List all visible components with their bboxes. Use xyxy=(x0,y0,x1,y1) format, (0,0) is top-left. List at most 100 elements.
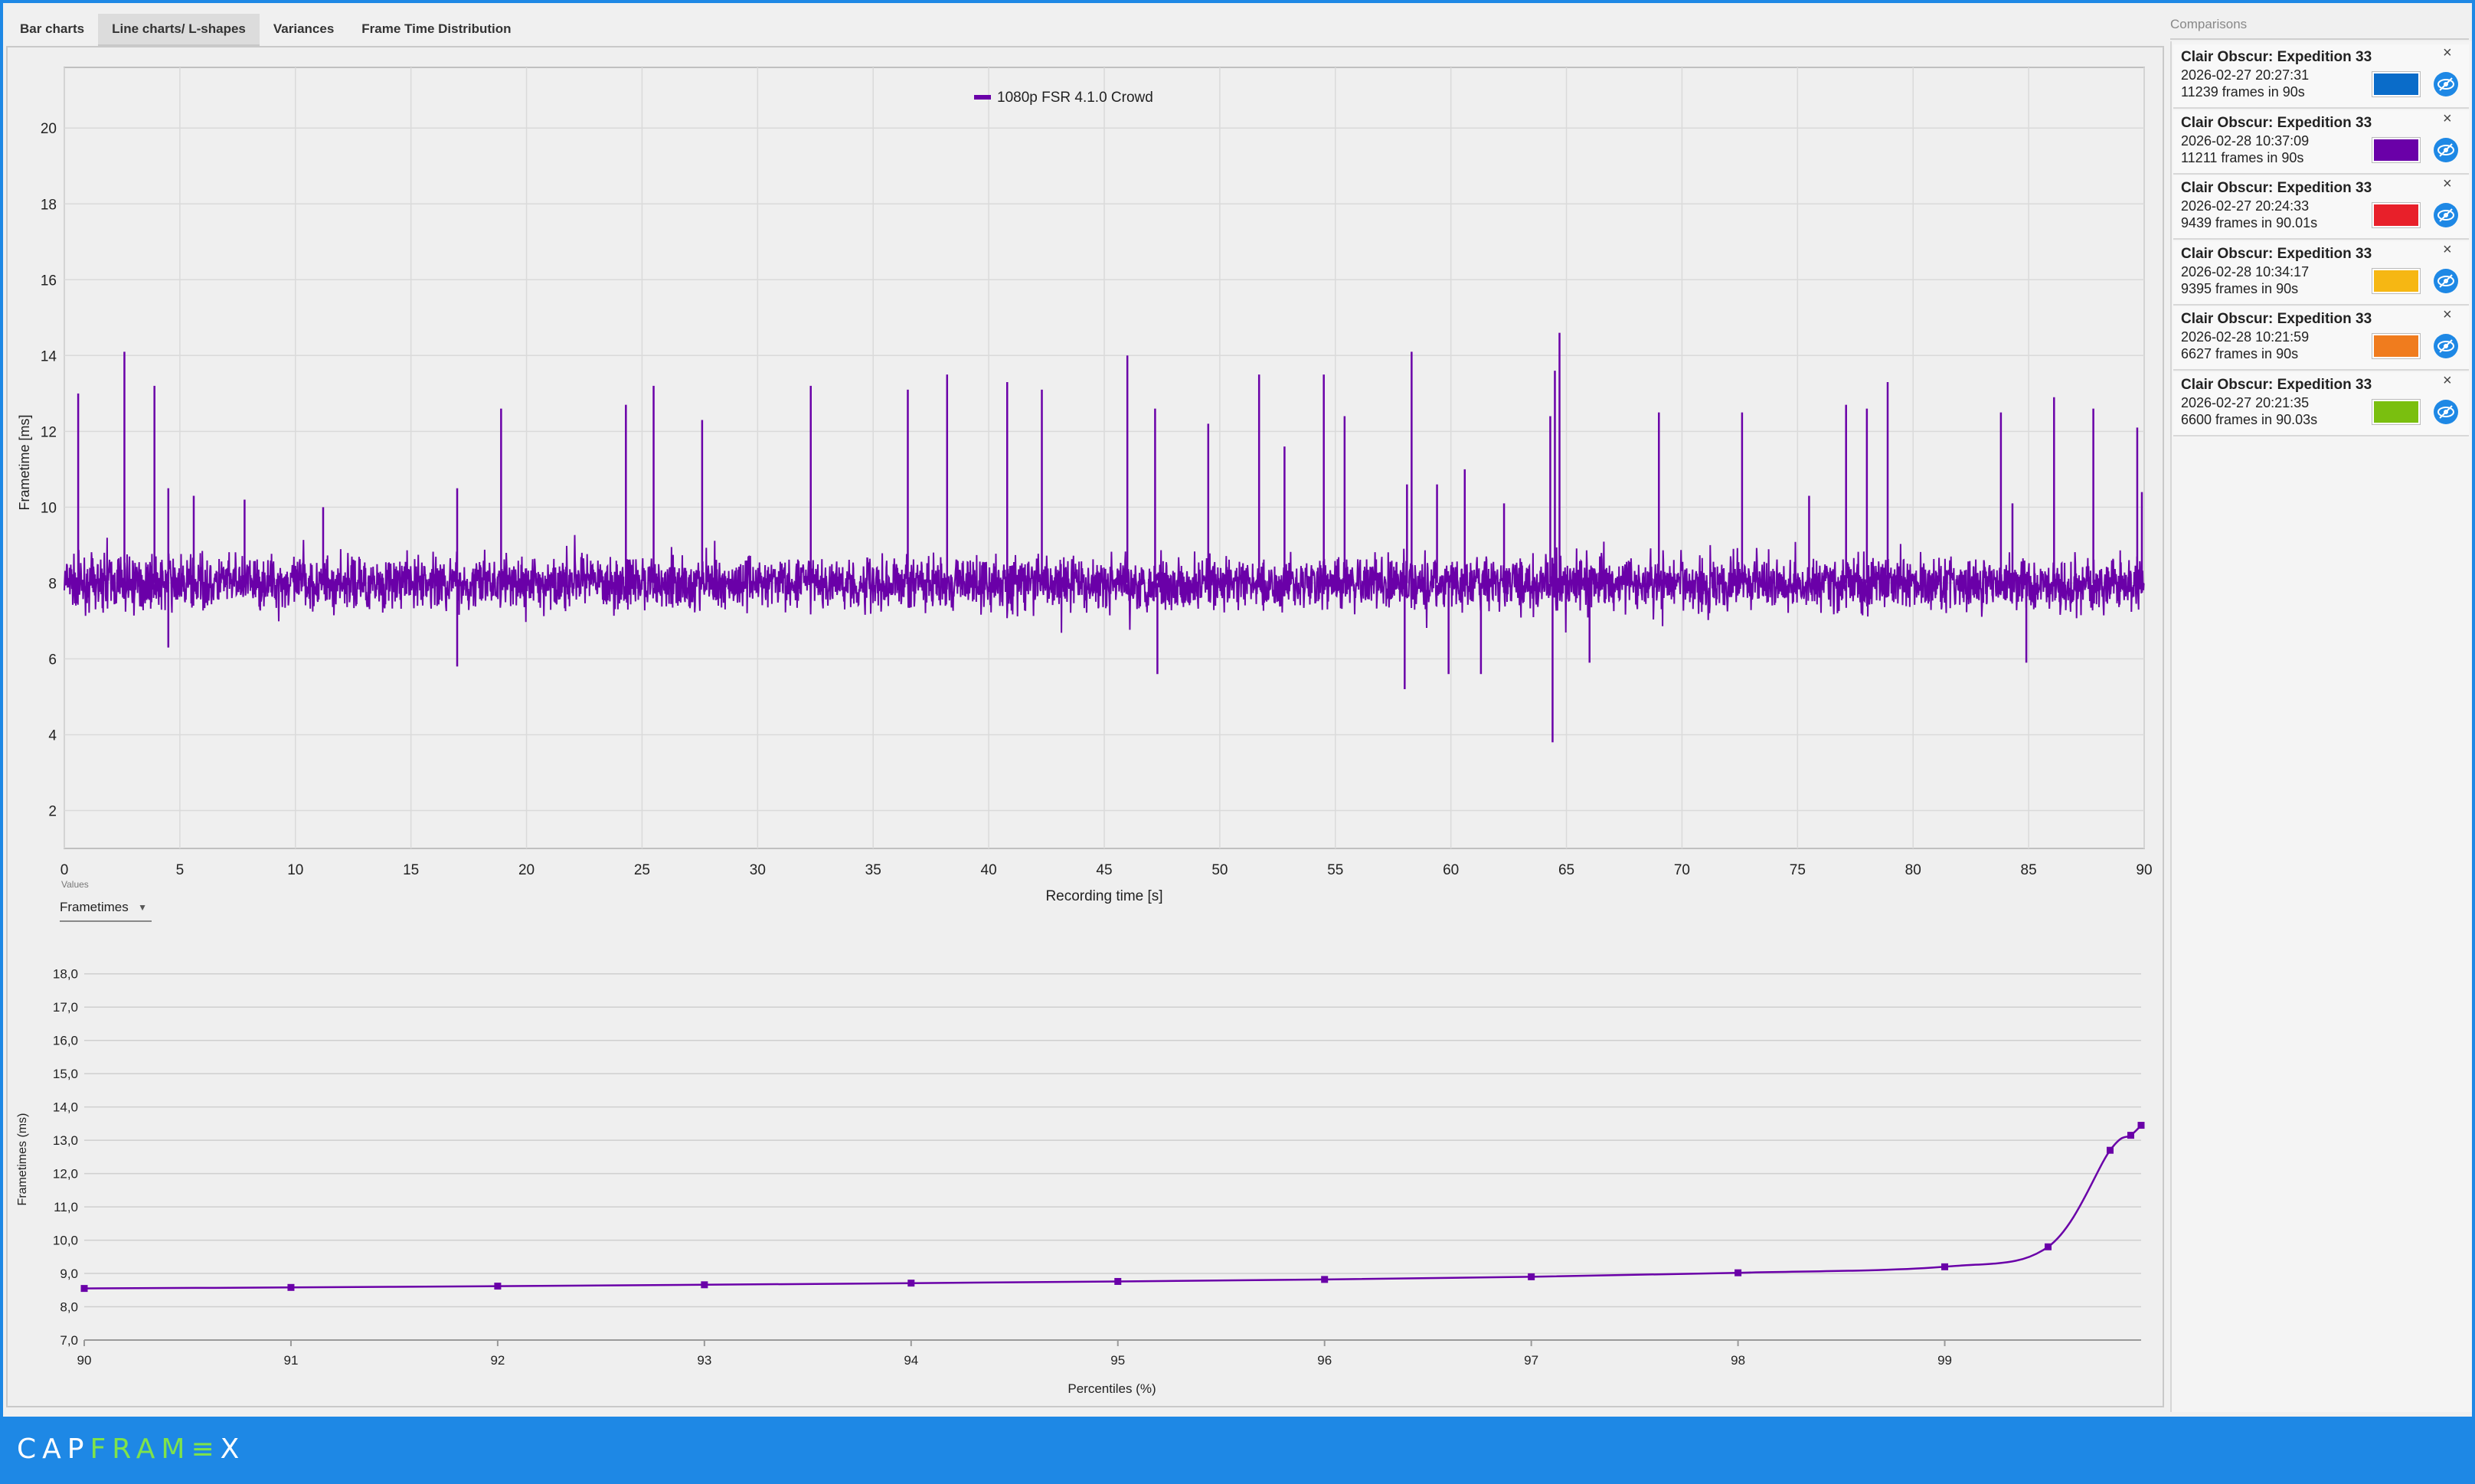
data-point xyxy=(1114,1277,1122,1285)
tab-frame-time-distribution[interactable]: Frame Time Distribution xyxy=(361,21,512,36)
comparison-game: Clair Obscur: Expedition 33 xyxy=(2181,376,2372,393)
x-tick-label: 25 xyxy=(634,862,650,878)
y-tick-label: 4 xyxy=(48,727,57,744)
x-tick-label: 5 xyxy=(176,862,185,878)
comparison-frames: 11239 frames in 90s xyxy=(2181,84,2305,100)
y-tick-label: 7,0 xyxy=(60,1333,78,1348)
capframex-logo: CAPFRAM≡X xyxy=(17,1433,245,1465)
comparison-frames: 11211 frames in 90s xyxy=(2181,149,2304,165)
eye-icon[interactable] xyxy=(2434,72,2458,96)
x-axis-label: Recording time [s] xyxy=(1045,888,1162,904)
x-tick-label: 70 xyxy=(1674,862,1690,878)
y-tick-label: 8 xyxy=(48,576,57,592)
comparison-card[interactable]: Clair Obscur: Expedition 33 2026-02-27 20… xyxy=(2173,175,2469,240)
y-tick-label: 8,0 xyxy=(60,1300,78,1315)
y-tick-label: 14 xyxy=(41,348,57,364)
eye-icon[interactable] xyxy=(2434,137,2458,162)
y-tick-label: 18,0 xyxy=(53,967,78,982)
x-tick-labels: 90 91 92 93 94 95 96 97 98 99 xyxy=(77,1340,1952,1368)
eye-icon[interactable] xyxy=(2434,399,2458,424)
tab-variances[interactable]: Variances xyxy=(273,21,335,36)
logo-text: X xyxy=(220,1433,246,1465)
x-tick-label: 65 xyxy=(1558,862,1574,878)
eye-icon[interactable] xyxy=(2434,334,2458,358)
x-tick-label: 91 xyxy=(283,1353,298,1368)
x-tick-labels: 0 5 10 15 20 25 30 35 40 45 50 55 60 65 70 75 80 85 90 xyxy=(60,862,2152,878)
logo-text: CAP xyxy=(17,1433,90,1465)
data-point xyxy=(2137,1122,2145,1129)
color-swatch[interactable] xyxy=(2372,267,2421,294)
x-tick-label: 85 xyxy=(2021,862,2037,878)
color-swatch[interactable] xyxy=(2372,136,2421,163)
comparison-card[interactable]: Clair Obscur: Expedition 33 2026-02-27 20… xyxy=(2173,371,2469,436)
window-top-border xyxy=(0,0,2475,3)
data-point xyxy=(2107,1146,2114,1154)
comparison-date: 2026-02-27 20:21:35 xyxy=(2181,394,2310,410)
series-points xyxy=(80,1122,2145,1293)
data-point xyxy=(907,1280,915,1287)
comparison-frames: 6627 frames in 90s xyxy=(2181,346,2299,361)
x-tick-label: 55 xyxy=(1327,862,1343,878)
legend: 1080p FSR 4.1.0 Crowd xyxy=(974,90,1153,106)
chart-tabs: Bar charts Line charts/ L-shapes Varianc… xyxy=(6,14,525,46)
tab-line-charts[interactable]: Line charts/ L-shapes xyxy=(98,14,260,46)
x-tick-label: 90 xyxy=(2136,862,2152,878)
y-tick-label: 14,0 xyxy=(53,1100,78,1115)
comparison-card[interactable]: Clair Obscur: Expedition 33 2026-02-28 10… xyxy=(2173,240,2469,306)
x-tick-label: 75 xyxy=(1790,862,1806,878)
data-point xyxy=(80,1285,88,1293)
x-tick-label: 50 xyxy=(1211,862,1228,878)
grid-lines xyxy=(84,972,2141,1341)
x-tick-label: 10 xyxy=(287,862,303,878)
x-tick-label: 90 xyxy=(77,1353,92,1368)
comparison-game: Clair Obscur: Expedition 33 xyxy=(2181,245,2372,262)
comparison-game: Clair Obscur: Expedition 33 xyxy=(2181,114,2372,131)
data-point xyxy=(701,1281,708,1289)
comparison-frames: 9395 frames in 90s xyxy=(2181,280,2299,296)
y-axis-label: Frametimes (ms) xyxy=(16,1113,29,1206)
y-tick-label: 10,0 xyxy=(53,1234,78,1248)
y-tick-label: 15,0 xyxy=(53,1067,78,1081)
color-swatch[interactable] xyxy=(2372,202,2421,228)
close-icon[interactable]: × xyxy=(2443,175,2452,192)
eye-icon[interactable] xyxy=(2434,203,2458,227)
y-tick-label: 12,0 xyxy=(53,1167,78,1182)
x-tick-label: 15 xyxy=(403,862,419,878)
close-icon[interactable]: × xyxy=(2443,371,2452,389)
x-tick-label: 92 xyxy=(490,1353,505,1368)
comparisons-divider xyxy=(2170,38,2469,40)
values-dropdown[interactable]: Frametimes ▼ xyxy=(60,896,152,922)
data-point xyxy=(1321,1276,1329,1283)
comparison-card[interactable]: Clair Obscur: Expedition 33 2026-02-28 10… xyxy=(2173,110,2469,175)
comparison-date: 2026-02-28 10:34:17 xyxy=(2181,263,2310,279)
eye-icon[interactable] xyxy=(2434,268,2458,293)
color-swatch[interactable] xyxy=(2372,398,2421,425)
comparison-game: Clair Obscur: Expedition 33 xyxy=(2181,180,2372,196)
y-tick-labels: 7,0 8,0 9,0 10,0 11,0 12,0 13,0 14,0 15,0 16,0 17,… xyxy=(53,967,78,1348)
data-point xyxy=(2127,1132,2135,1139)
color-swatch[interactable] xyxy=(2372,333,2421,359)
series-lines xyxy=(83,1124,2142,1290)
x-tick-label: 0 xyxy=(60,862,69,878)
close-icon[interactable]: × xyxy=(2443,240,2452,258)
y-tick-label: 18 xyxy=(41,197,57,213)
color-swatch[interactable] xyxy=(2372,71,2421,97)
x-tick-label: 30 xyxy=(750,862,766,878)
comparison-card[interactable]: Clair Obscur: Expedition 33 2026-02-27 20… xyxy=(2173,44,2469,109)
close-icon[interactable]: × xyxy=(2443,44,2452,61)
close-icon[interactable]: × xyxy=(2443,110,2452,127)
x-tick-label: 94 xyxy=(904,1353,918,1368)
comparisons-title: Comparisons xyxy=(2170,17,2248,31)
x-axis-label: Percentiles (%) xyxy=(1067,1381,1156,1396)
x-tick-label: 98 xyxy=(1731,1353,1745,1368)
frametime-chart: 0 5 10 15 20 25 30 35 40 45 50 55 60 65 70 75 80 85 90 2 4 6… xyxy=(17,67,2152,904)
window-left-border xyxy=(0,0,3,1417)
comparison-card[interactable]: Clair Obscur: Expedition 33 2026-02-28 10… xyxy=(2173,306,2469,371)
comparison-date: 2026-02-28 10:37:09 xyxy=(2181,132,2310,149)
y-tick-label: 9,0 xyxy=(60,1267,78,1281)
y-tick-label: 6 xyxy=(48,652,57,668)
y-tick-label: 2 xyxy=(48,803,57,819)
close-icon[interactable]: × xyxy=(2443,306,2452,323)
tab-bar-charts[interactable]: Bar charts xyxy=(20,21,85,36)
x-tick-label: 40 xyxy=(981,862,997,878)
